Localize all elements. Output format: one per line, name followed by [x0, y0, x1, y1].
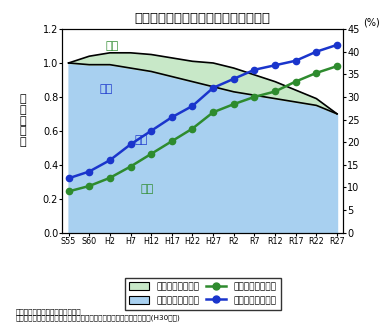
Title: 将来人口の伸びと高齢者構成比の推移: 将来人口の伸びと高齢者構成比の推移	[135, 12, 271, 25]
Text: 国立社会保障・人口問題研究所「都道府県の将来推定人口」(H30推計): 国立社会保障・人口問題研究所「都道府県の将来推定人口」(H30推計)	[16, 315, 180, 321]
Text: 四国: 四国	[135, 135, 148, 145]
Text: 【出典】総務省「国勢調査報告」: 【出典】総務省「国勢調査報告」	[16, 308, 81, 315]
Text: 全国: 全国	[106, 41, 119, 51]
Text: (%): (%)	[363, 17, 379, 27]
Text: 人
口
の
伸
び: 人 口 の 伸 び	[20, 94, 27, 147]
Text: 四国: 四国	[99, 84, 113, 94]
Text: 全国: 全国	[141, 184, 154, 194]
Legend: 全国（人口伸率）, 四国（人口伸率）, 全国（高齢者比）, 四国（高齢者比）: 全国（人口伸率）, 四国（人口伸率）, 全国（高齢者比）, 四国（高齢者比）	[124, 278, 281, 309]
